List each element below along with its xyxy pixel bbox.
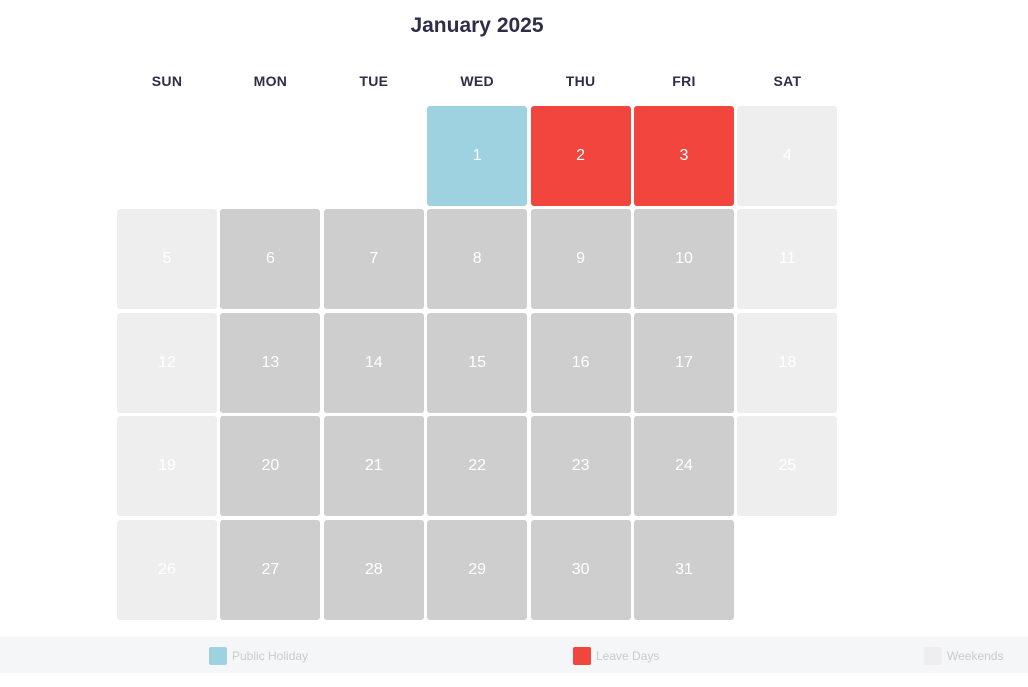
day-cell-3[interactable]: 3	[634, 106, 734, 206]
legend-label-leave-days: Leave Days	[596, 649, 660, 663]
day-cell-13[interactable]: 13	[220, 312, 321, 413]
day-cell-4[interactable]: 4	[737, 106, 838, 206]
weekday-sun: SUN	[151, 73, 183, 89]
day-cell-6[interactable]: 6	[220, 209, 321, 310]
day-cell-2[interactable]: 2	[530, 106, 631, 206]
day-cell-11[interactable]: 11	[737, 209, 838, 310]
weekday-tue: TUE	[359, 73, 389, 89]
day-cell-7[interactable]: 7	[323, 209, 424, 310]
day-cell-25[interactable]: 25	[737, 416, 838, 517]
day-cell-30[interactable]: 30	[530, 519, 631, 620]
day-cell-5[interactable]: 5	[117, 209, 217, 310]
weekday-wed: WED	[460, 73, 494, 89]
legend-item-public-holiday: Public Holiday	[209, 647, 308, 665]
day-cell-12[interactable]: 12	[117, 312, 217, 413]
weekday-fri: FRI	[672, 73, 696, 89]
day-cell-31[interactable]: 31	[634, 519, 734, 620]
day-cell-23[interactable]: 23	[530, 416, 631, 517]
day-cell-1[interactable]: 1	[427, 106, 528, 206]
day-cell-16[interactable]: 16	[530, 312, 631, 413]
day-cell-9[interactable]: 9	[530, 209, 631, 310]
legend-swatch-weekends	[924, 647, 942, 665]
legend-swatch-public-holiday	[209, 647, 227, 665]
day-cell-26[interactable]: 26	[117, 519, 217, 620]
legend-item-leave-days: Leave Days	[573, 647, 659, 665]
day-cell-29[interactable]: 29	[427, 519, 528, 620]
day-cell-20[interactable]: 20	[220, 416, 321, 517]
weekday-mon: MON	[253, 73, 288, 89]
day-cell-14[interactable]: 14	[323, 312, 424, 413]
weekday-sat: SAT	[773, 73, 802, 89]
day-cell-22[interactable]: 22	[427, 416, 528, 517]
day-cell-24[interactable]: 24	[634, 416, 734, 517]
day-cell-17[interactable]: 17	[634, 312, 734, 413]
day-cell-15[interactable]: 15	[427, 312, 528, 413]
day-cell-18[interactable]: 18	[737, 312, 838, 413]
day-cell-28[interactable]: 28	[323, 519, 424, 620]
legend-swatch-leave-days	[573, 647, 591, 665]
legend-label-public-holiday: Public Holiday	[232, 649, 309, 663]
legend-item-weekends: Weekends	[924, 647, 1003, 665]
day-cell-10[interactable]: 10	[634, 209, 734, 310]
legend-label-weekends: Weekends	[947, 649, 1004, 663]
day-cell-8[interactable]: 8	[427, 209, 528, 310]
weekday-thu: THU	[565, 73, 596, 89]
day-cell-27[interactable]: 27	[220, 519, 321, 620]
calendar-title: January 2025	[410, 14, 544, 37]
day-cell-19[interactable]: 19	[117, 416, 217, 517]
day-cell-21[interactable]: 21	[323, 416, 424, 517]
legend-bar: Public Holiday Leave Days Weekends	[0, 637, 1028, 673]
